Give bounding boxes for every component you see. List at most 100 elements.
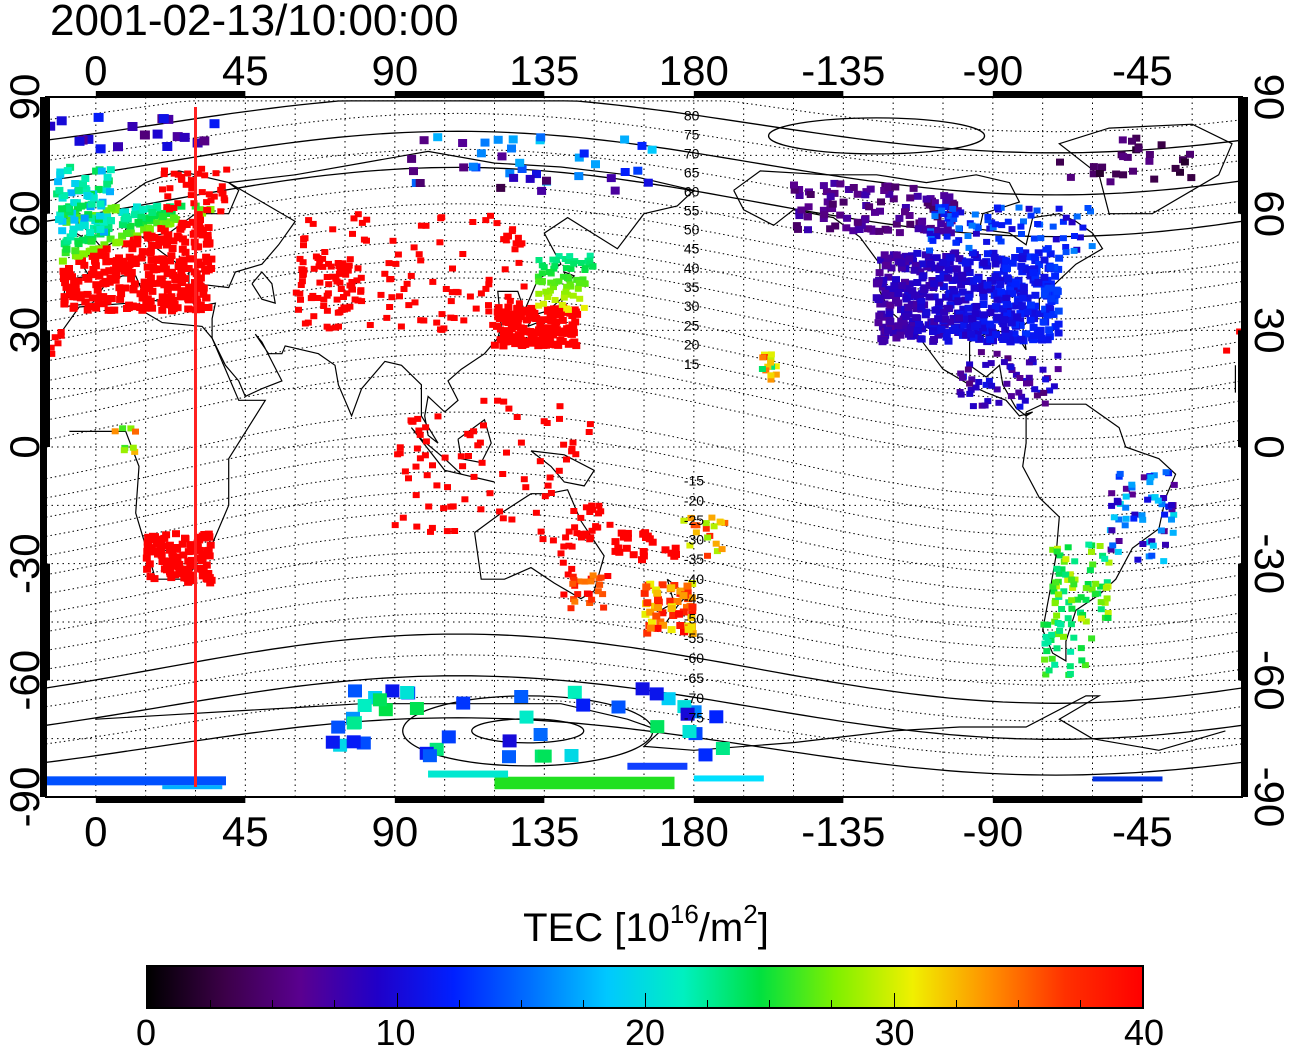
tec-cell (595, 510, 602, 517)
tec-cell (160, 281, 169, 289)
tec-cell (564, 571, 572, 578)
colorbar-minor-tick (1017, 1000, 1019, 1007)
tec-cell (908, 287, 917, 295)
tec-cell (1140, 474, 1148, 481)
tec-cell (140, 288, 148, 296)
tec-cell (1011, 285, 1020, 293)
tec-cell (908, 317, 917, 325)
tec-cell (117, 290, 126, 298)
tec-cell (198, 165, 206, 172)
tec-cell (520, 283, 528, 290)
tec-cell (545, 269, 553, 275)
tec-cell (993, 386, 1001, 393)
tec-cell (56, 168, 65, 176)
tec-cell (189, 577, 198, 584)
tec-cell (993, 313, 1002, 321)
tec-cell (904, 304, 913, 312)
tec-cell (586, 252, 594, 259)
tec-cell (895, 214, 904, 222)
tec-cell (913, 327, 922, 335)
tec-cell (1048, 631, 1056, 638)
tec-cell (344, 267, 352, 274)
tec-cell (963, 265, 972, 273)
bottom-axis-label: 45 (222, 808, 269, 855)
tec-cell (944, 337, 953, 345)
tec-cell (101, 252, 110, 260)
tec-cell (874, 279, 882, 287)
tec-cell (114, 258, 122, 266)
tec-cell (964, 366, 972, 373)
tec-cell (377, 291, 385, 298)
tec-cell (106, 274, 115, 282)
tec-cell (350, 215, 358, 222)
tec-cell (1034, 221, 1042, 227)
tec-cell (86, 229, 95, 236)
tec-cell (795, 192, 804, 199)
tec-cell (983, 238, 991, 245)
tec-cell (966, 380, 974, 387)
tec-cell (415, 179, 425, 187)
tec-cell (999, 305, 1008, 313)
tec-cell (571, 598, 579, 605)
tec-cell (121, 240, 130, 248)
tec-cell (96, 248, 105, 256)
tec-cell (55, 186, 64, 194)
tec-cell (918, 260, 927, 268)
tec-cell (388, 294, 396, 301)
tec-cell (147, 232, 156, 240)
tec-cell (127, 122, 138, 131)
tec-cell (160, 534, 169, 542)
tec-cell (107, 306, 116, 314)
tec-cell (973, 275, 982, 283)
tec-cell (880, 300, 889, 308)
tec-cell (544, 294, 552, 300)
colorbar-title-exponent: 16 (669, 899, 699, 929)
top-axis-label: 180 (659, 47, 729, 94)
tec-cell (1055, 570, 1063, 577)
tec-cell (325, 281, 333, 288)
tec-cell (642, 583, 651, 591)
tec-cell (1056, 158, 1064, 166)
tec-cell (1059, 218, 1067, 225)
tec-cell (1030, 235, 1038, 242)
bottom-axis-label: 135 (509, 808, 579, 855)
tec-cell (196, 306, 205, 314)
right-axis-label: -90 (1246, 767, 1292, 828)
tec-cell (713, 548, 721, 555)
tec-cell (542, 176, 551, 185)
tec-cell (1031, 273, 1040, 281)
tec-cell (69, 230, 77, 238)
tec-cell (544, 482, 552, 489)
tec-cell (1002, 257, 1011, 265)
tec-cell (982, 361, 990, 368)
tec-cell (1102, 584, 1110, 591)
tec-cell (993, 350, 1001, 357)
tec-cell (1031, 302, 1040, 310)
tec-cell (640, 589, 649, 597)
tec-cell (555, 253, 563, 260)
tec-cell (162, 142, 173, 151)
tec-cell (506, 297, 514, 304)
tec-cell (704, 552, 711, 559)
contour-label: 40 (684, 260, 700, 276)
tec-cell (166, 570, 175, 578)
tec-cell (544, 316, 553, 324)
tec-map: 8075706560555045403530252015-15-20-25-30… (1, 47, 1292, 855)
tec-cell (195, 206, 204, 214)
tec-cell (1098, 163, 1107, 171)
tec-cell (511, 323, 520, 331)
tec-cell (569, 292, 577, 299)
tec-cell (1097, 599, 1105, 606)
tec-cell (1154, 497, 1162, 504)
tec-cell (163, 204, 171, 211)
tec-cell (1058, 566, 1066, 573)
tec-cell (1187, 174, 1196, 182)
tec-cell (172, 132, 183, 142)
tec-cell (103, 213, 112, 221)
tec-cell (853, 190, 862, 198)
tec-cell (1157, 141, 1166, 149)
tec-cell (875, 269, 884, 277)
top-axis-segment (693, 91, 844, 97)
tec-cell (1079, 612, 1087, 618)
tec-cell (118, 221, 127, 229)
